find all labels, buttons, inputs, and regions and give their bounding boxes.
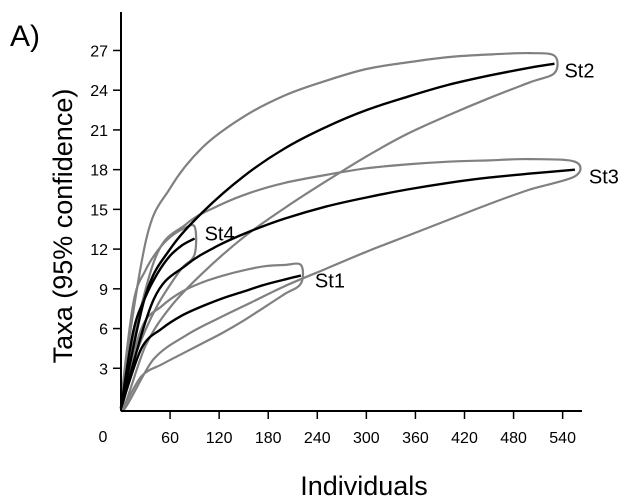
y-tick-label: 27: [90, 43, 108, 60]
x-tick-label: 300: [353, 430, 380, 447]
st4-rarefaction-curve: [119, 237, 196, 409]
y-tick-label: 12: [90, 242, 108, 259]
st3-rarefaction-curve: [119, 168, 575, 409]
x-tick-label: 60: [161, 430, 179, 447]
x-ticks: 60 120 180 240 300 360 420 480 540: [161, 411, 576, 447]
x-tick-label: 120: [206, 430, 233, 447]
origin-label: 0: [99, 429, 108, 446]
y-tick-label: 21: [90, 123, 108, 140]
series-labels: St2 St3 St4 St1: [205, 61, 619, 293]
x-tick-label: 360: [402, 430, 429, 447]
x-tick-label: 180: [255, 430, 282, 447]
panel-label: A): [10, 20, 40, 53]
y-tick-label: 6: [99, 322, 108, 339]
x-tick-label: 240: [304, 430, 331, 447]
st4-confidence-envelope: [119, 223, 198, 411]
st3-label: St3: [589, 167, 619, 189]
st2-label: St2: [564, 61, 594, 83]
st1-label: St1: [315, 271, 345, 293]
axes: [120, 12, 582, 412]
y-tick-label: 15: [90, 202, 108, 219]
x-tick-label: 420: [451, 430, 478, 447]
y-tick-label: 18: [90, 163, 108, 180]
plot-area: [119, 51, 582, 412]
y-axis-title: Taxa (95% confidence): [48, 89, 78, 364]
x-axis-title: Individuals: [300, 471, 428, 501]
st1-rarefaction-curve: [119, 274, 302, 409]
st2-confidence-envelope: [119, 51, 559, 412]
st2-rarefaction-curve: [119, 62, 555, 409]
x-tick-label: 480: [500, 430, 527, 447]
st3-confidence-envelope: [119, 157, 582, 412]
st1-confidence-envelope: [119, 262, 305, 411]
y-tick-label: 9: [99, 282, 108, 299]
y-tick-label: 3: [99, 361, 108, 378]
x-tick-label: 540: [549, 430, 576, 447]
y-tick-label: 24: [90, 83, 108, 100]
st4-label: St4: [205, 224, 235, 246]
y-ticks: 3 6 9 12 15 18 21 24 27: [90, 43, 121, 378]
